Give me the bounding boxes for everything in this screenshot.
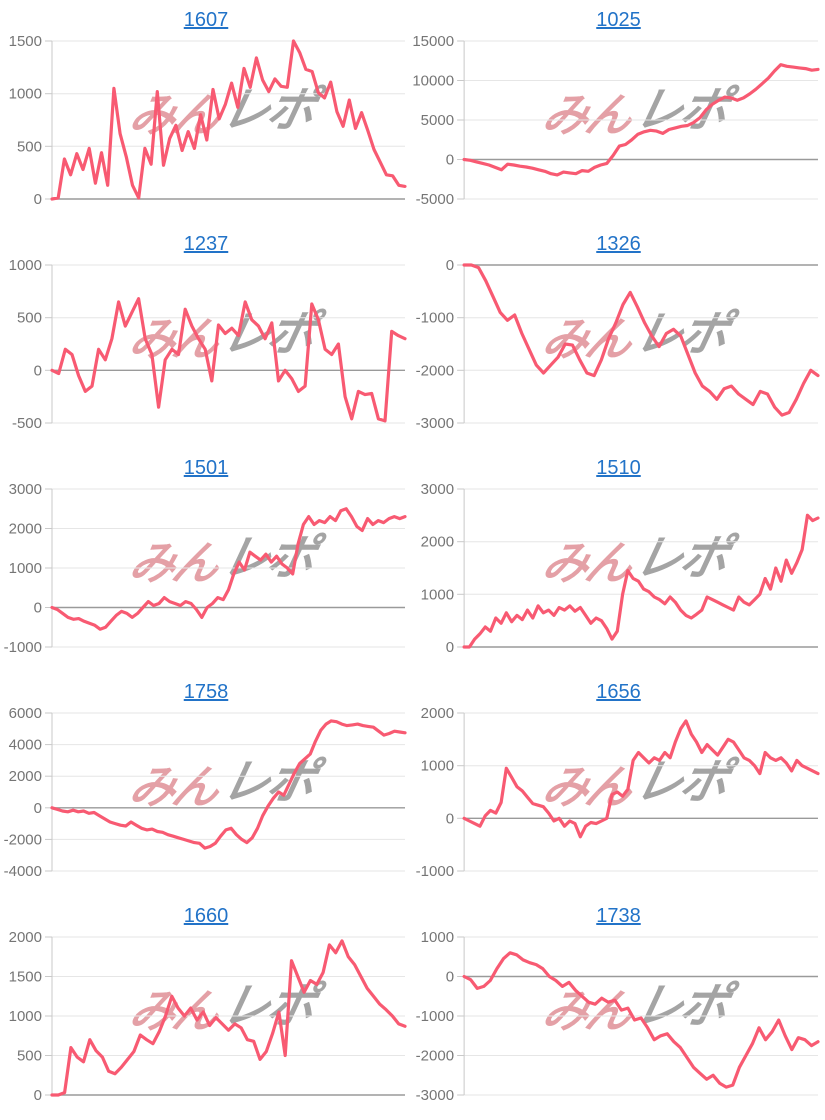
chart-card: 1738 みんレポ -3000 -2000 -1000 0 1000 [412, 896, 825, 1120]
chart-card: 1660 みんレポ 0 500 1000 1500 2000 [0, 896, 412, 1120]
svg-text:500: 500 [17, 310, 42, 327]
svg-text:0: 0 [446, 639, 454, 656]
chart-title-row: 1237 [0, 231, 412, 257]
svg-text:1500: 1500 [9, 969, 42, 986]
chart-card: 1607 みんレポ 0 500 1000 1500 [0, 0, 412, 224]
svg-text:1000: 1000 [9, 1008, 42, 1025]
chart-card: 1758 みんレポ -4000 -2000 0 2000 4000 6000 [0, 672, 412, 896]
chart-canvas: 0 500 1000 1500 2000 [9, 929, 407, 1104]
machine-number-link[interactable]: 1237 [183, 233, 229, 255]
svg-text:6000: 6000 [9, 705, 42, 722]
svg-text:1000: 1000 [421, 758, 454, 775]
line-chart-plot: みんレポ -3000 -2000 -1000 0 [412, 257, 825, 437]
machine-number-link[interactable]: 1025 [596, 9, 641, 31]
svg-text:0: 0 [34, 800, 42, 817]
svg-text:10000: 10000 [412, 73, 454, 90]
chart-canvas: -1000 0 1000 2000 3000 [4, 481, 407, 656]
svg-text:1000: 1000 [9, 86, 42, 103]
chart-card: 1501 みんレポ -1000 0 1000 2000 3000 [0, 448, 412, 672]
svg-text:0: 0 [446, 257, 454, 274]
svg-text:1000: 1000 [9, 257, 42, 274]
chart-canvas: -5000 0 5000 10000 15000 [412, 33, 820, 208]
machine-number-link[interactable]: 1758 [183, 681, 229, 703]
svg-text:3000: 3000 [421, 481, 454, 498]
chart-canvas: -3000 -2000 -1000 0 1000 [416, 929, 820, 1104]
chart-canvas: -500 0 500 1000 [9, 257, 407, 432]
line-chart-plot: みんレポ -1000 0 1000 2000 [412, 705, 825, 885]
chart-card: 1510 みんレポ 0 1000 2000 3000 [412, 448, 825, 672]
svg-text:0: 0 [446, 152, 454, 169]
machine-number-link[interactable]: 1326 [596, 233, 641, 255]
chart-card: 1025 みんレポ -5000 0 5000 10000 15000 [412, 0, 825, 224]
svg-text:0: 0 [34, 362, 42, 379]
svg-text:2000: 2000 [9, 768, 42, 785]
chart-title-row: 1025 [412, 7, 825, 33]
machine-number-link[interactable]: 1660 [183, 905, 229, 927]
line-chart-plot: みんレポ 0 500 1000 1500 2000 [0, 929, 412, 1109]
line-chart-plot: みんレポ -3000 -2000 -1000 0 1000 [412, 929, 825, 1109]
chart-title-row: 1738 [412, 903, 825, 929]
svg-text:-3000: -3000 [416, 415, 454, 432]
svg-text:-1000: -1000 [416, 863, 454, 880]
machine-number-link[interactable]: 1607 [183, 9, 229, 31]
chart-title-row: 1510 [412, 455, 825, 481]
svg-text:-2000: -2000 [416, 362, 454, 379]
chart-title-row: 1660 [0, 903, 412, 929]
chart-title-row: 1501 [0, 455, 412, 481]
chart-card: 1656 みんレポ -1000 0 1000 2000 [412, 672, 825, 896]
svg-text:-5000: -5000 [416, 191, 454, 208]
svg-text:-1000: -1000 [416, 1008, 454, 1025]
chart-card: 1326 みんレポ -3000 -2000 -1000 0 [412, 224, 825, 448]
svg-text:-500: -500 [12, 415, 42, 432]
svg-text:2000: 2000 [421, 534, 454, 551]
chart-canvas: -1000 0 1000 2000 [416, 705, 820, 880]
machine-number-link[interactable]: 1738 [596, 905, 641, 927]
svg-text:-2000: -2000 [4, 831, 42, 848]
line-chart-plot: みんレポ -5000 0 5000 10000 15000 [412, 33, 825, 213]
chart-title-row: 1607 [0, 7, 412, 33]
chart-title-row: 1656 [412, 679, 825, 705]
svg-text:1500: 1500 [9, 33, 42, 50]
chart-title-row: 1758 [0, 679, 412, 705]
svg-text:-2000: -2000 [416, 1048, 454, 1065]
svg-text:15000: 15000 [412, 33, 454, 50]
machine-number-link[interactable]: 1656 [596, 681, 641, 703]
chart-canvas: -3000 -2000 -1000 0 [416, 257, 820, 432]
svg-text:0: 0 [34, 600, 42, 617]
line-chart-plot: みんレポ 0 500 1000 1500 [0, 33, 412, 213]
line-chart-plot: みんレポ -4000 -2000 0 2000 4000 6000 [0, 705, 412, 885]
line-chart-plot: みんレポ -500 0 500 1000 [0, 257, 412, 437]
svg-text:3000: 3000 [9, 481, 42, 498]
svg-text:1000: 1000 [421, 929, 454, 946]
svg-text:-1000: -1000 [4, 639, 42, 656]
svg-text:500: 500 [17, 138, 42, 155]
svg-text:-1000: -1000 [416, 310, 454, 327]
machine-number-link[interactable]: 1510 [596, 457, 641, 479]
svg-text:1000: 1000 [421, 586, 454, 603]
svg-text:0: 0 [34, 1087, 42, 1104]
chart-card: 1237 みんレポ -500 0 500 1000 [0, 224, 412, 448]
chart-canvas: 0 500 1000 1500 [9, 33, 407, 208]
svg-text:-4000: -4000 [4, 863, 42, 880]
svg-text:2000: 2000 [9, 521, 42, 538]
svg-text:0: 0 [446, 969, 454, 986]
svg-text:-3000: -3000 [416, 1087, 454, 1104]
svg-text:1000: 1000 [9, 560, 42, 577]
chart-title-row: 1326 [412, 231, 825, 257]
svg-text:2000: 2000 [9, 929, 42, 946]
svg-text:0: 0 [446, 810, 454, 827]
svg-text:0: 0 [34, 191, 42, 208]
machine-number-link[interactable]: 1501 [183, 457, 229, 479]
svg-text:4000: 4000 [9, 737, 42, 754]
chart-canvas: -4000 -2000 0 2000 4000 6000 [4, 705, 407, 880]
svg-text:2000: 2000 [421, 705, 454, 722]
svg-text:5000: 5000 [421, 112, 454, 129]
line-chart-plot: みんレポ 0 1000 2000 3000 [412, 481, 825, 661]
chart-canvas: 0 1000 2000 3000 [421, 481, 820, 656]
line-chart-plot: みんレポ -1000 0 1000 2000 3000 [0, 481, 412, 661]
svg-text:500: 500 [17, 1048, 42, 1065]
